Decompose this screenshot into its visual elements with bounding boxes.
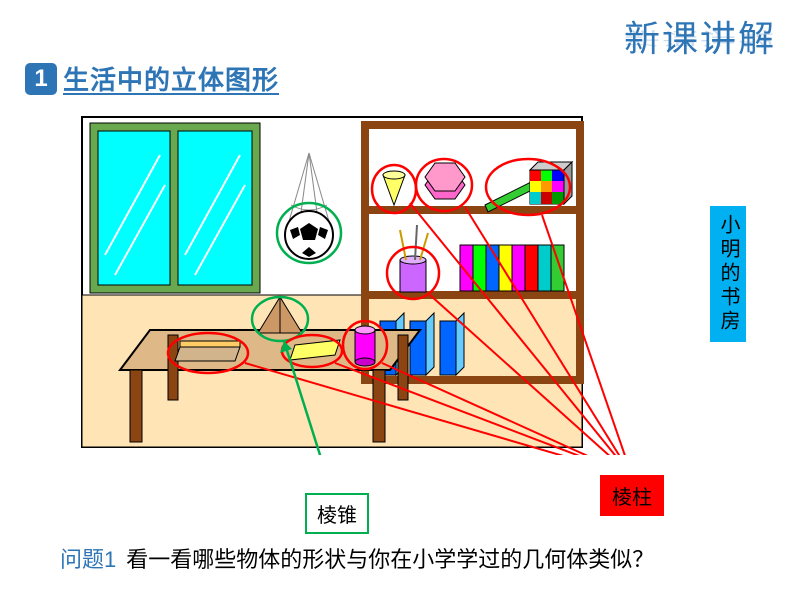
label-pyramid: 棱锥 xyxy=(305,493,369,534)
book-on-table xyxy=(175,341,240,361)
section-title: 生活中的立体图形 xyxy=(63,60,279,97)
window xyxy=(90,123,260,293)
question-row: 问题1 看一看哪些物体的形状与你在小学学过的几何体类似？ xyxy=(60,542,654,574)
section-badge: 1 xyxy=(25,63,57,95)
purple-cylinder xyxy=(355,326,375,366)
room-illustration xyxy=(80,115,650,455)
page-title-reflection: 新课讲解 xyxy=(624,26,776,52)
question-text: 看一看哪些物体的形状与你在小学学过的几何体类似？ xyxy=(126,542,654,574)
section-header: 1 生活中的立体图形 xyxy=(25,60,279,97)
side-label-book-room: 小明的书房 xyxy=(710,206,746,342)
question-label: 问题1 xyxy=(60,542,116,574)
room-svg xyxy=(80,115,650,455)
label-prism: 棱柱 xyxy=(600,475,664,516)
